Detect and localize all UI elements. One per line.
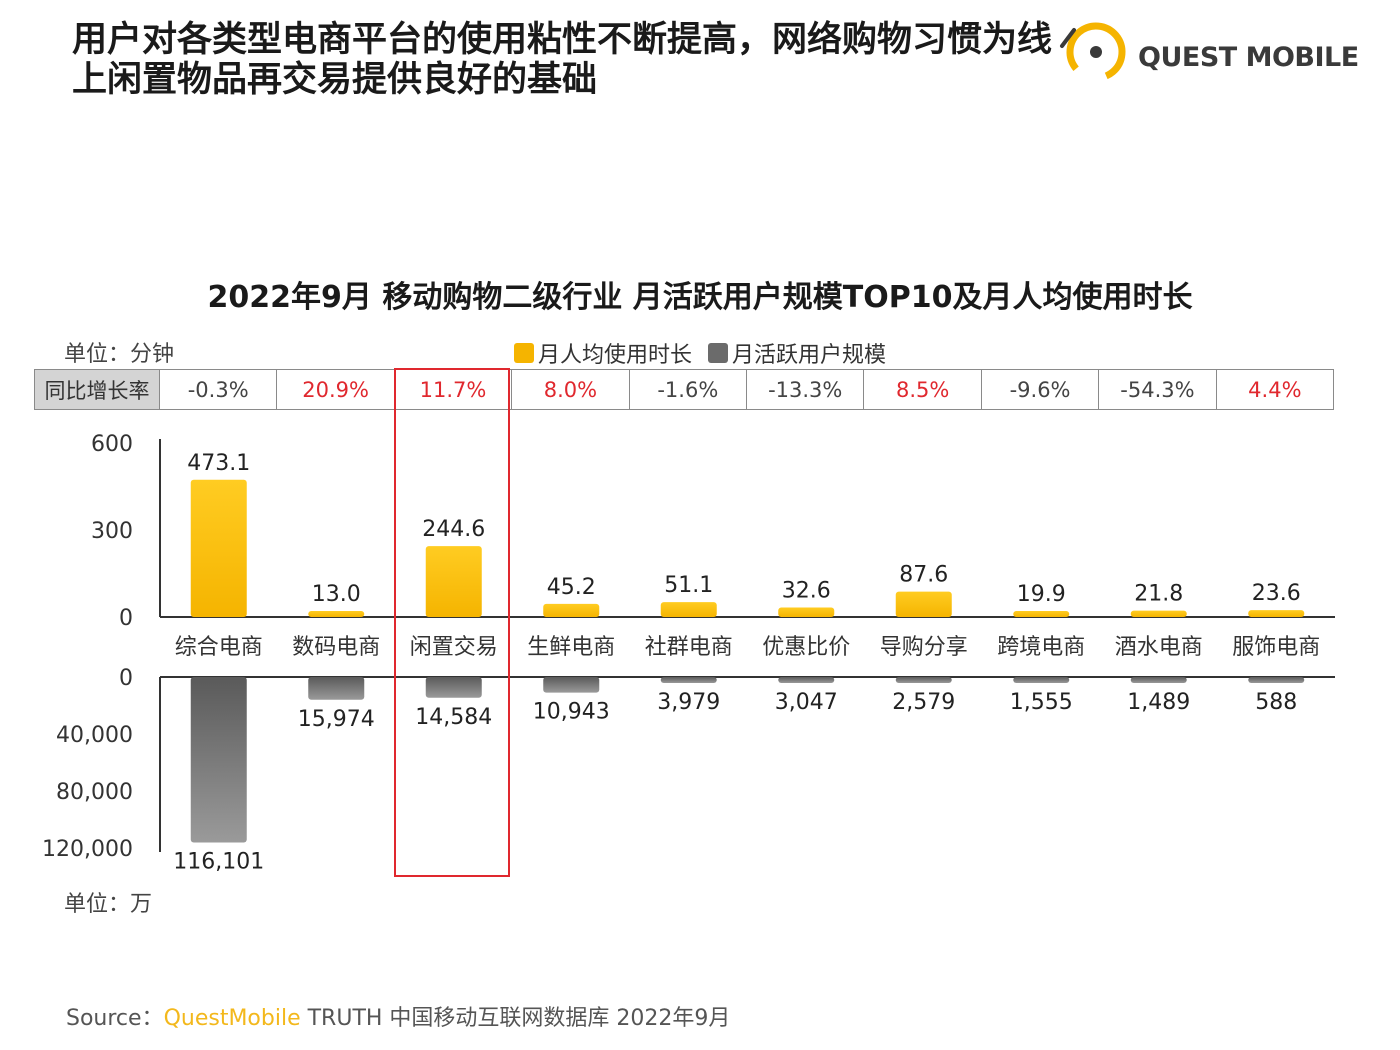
mau-bar (1013, 677, 1070, 683)
upper-tick-label: 0 (119, 606, 133, 631)
duration-value-label: 473.1 (187, 451, 250, 476)
mau-bar (308, 677, 365, 700)
duration-bar (1130, 610, 1187, 617)
legend-label-mau: 月活跃用户规模 (732, 343, 887, 368)
category-label: 生鲜电商 (527, 635, 615, 660)
yoy-cell: -1.6% (630, 370, 748, 409)
duration-bar (895, 591, 952, 617)
mau-value-label: 15,974 (298, 707, 375, 732)
duration-bar (1013, 611, 1070, 617)
yoy-cell: -13.3% (747, 370, 865, 409)
category-label: 跨境电商 (997, 635, 1085, 660)
category-label: 优惠比价 (762, 635, 850, 660)
yoy-cell: 8.5% (864, 370, 982, 409)
yoy-cell: 4.4% (1248, 377, 1302, 402)
legend-swatch-gray (708, 343, 729, 363)
lower-tick-label: 0 (119, 666, 133, 691)
yoy-cell: 8.0% (512, 370, 630, 409)
mau-value-label: 14,584 (415, 705, 492, 730)
mau-bar (895, 677, 952, 683)
category-label: 酒水电商 (1115, 635, 1203, 660)
yoy-cell: -54.3% (1099, 370, 1217, 409)
yoy-table: 同比增长率 -0.3% 20.9% 11.7% 8.0% -1.6% -13.3… (34, 369, 1334, 410)
brand-name: QUEST MOBILE (1138, 42, 1359, 73)
unit-label-minutes: 单位：分钟 (64, 342, 175, 367)
chart-title: 2022年9月 移动购物二级行业 月活跃用户规模TOP10及月人均使用时长 (207, 280, 1193, 315)
duration-bar (425, 546, 482, 617)
source-prefix: Source： (66, 1006, 164, 1031)
yoy-cell: -9.6% (982, 370, 1100, 409)
duration-value-label: 244.6 (422, 517, 485, 542)
mau-bar (1130, 677, 1187, 683)
category-label: 闲置交易 (410, 635, 498, 660)
source-rest: TRUTH 中国移动互联网数据库 2022年9月 (300, 1006, 731, 1031)
mau-value-label: 2,579 (892, 690, 955, 715)
yoy-cell: 20.9% (277, 370, 395, 409)
duration-value-label: 51.1 (664, 573, 713, 598)
questmobile-logo-icon (1060, 22, 1126, 82)
legend-item-mau: 月活跃用户规模 (708, 337, 886, 369)
mau-bar (543, 677, 600, 693)
brand-logo: QUEST MOBILE (1058, 16, 1359, 86)
mau-value-label: 1,489 (1127, 690, 1190, 715)
source-brand: QuestMobile (163, 1006, 301, 1031)
duration-value-label: 23.6 (1252, 581, 1301, 606)
category-label: 数码电商 (292, 635, 380, 660)
duration-value-label: 13.0 (312, 582, 361, 607)
chart-legend: 月人均使用时长 月活跃用户规模 (514, 337, 886, 369)
yoy-cell: 11.7% (395, 370, 513, 409)
lower-tick-label: 80,000 (56, 780, 133, 805)
mau-bar (1248, 677, 1305, 683)
duration-bar (543, 603, 600, 617)
legend-label-duration: 月人均使用时长 (538, 343, 693, 368)
duration-bar (778, 607, 835, 617)
mau-value-label: 588 (1255, 690, 1297, 715)
duration-bar (660, 602, 717, 617)
mau-value-label: 116,101 (173, 849, 264, 874)
category-label: 综合电商 (175, 635, 263, 660)
duration-value-label: 87.6 (899, 563, 948, 588)
yoy-header: 同比增长率 (35, 370, 160, 409)
category-label: 社群电商 (645, 635, 733, 660)
duration-value-label: 45.2 (547, 575, 596, 600)
unit-label-10k: 单位：万 (64, 892, 153, 917)
mau-bar (190, 677, 247, 843)
legend-item-duration: 月人均使用时长 (514, 337, 692, 369)
lower-tick-label: 120,000 (42, 837, 133, 862)
page-headline: 用户对各类型电商平台的使用粘性不断提高，网络购物习惯为线上闲置物品再交易提供良好… (72, 20, 1053, 100)
mau-bar (778, 677, 835, 683)
duration-bar (190, 479, 247, 617)
mau-bar (425, 677, 482, 698)
legend-swatch-yellow (514, 343, 534, 363)
duration-value-label: 32.6 (782, 579, 831, 604)
mau-value-label: 3,979 (657, 690, 720, 715)
mau-value-label: 10,943 (533, 700, 610, 725)
yoy-cell: -0.3% (160, 370, 278, 409)
upper-tick-label: 600 (91, 432, 133, 457)
category-label: 导购分享 (880, 635, 968, 660)
mau-bar (660, 677, 717, 683)
category-label: 服饰电商 (1232, 635, 1320, 660)
duration-bar (308, 611, 365, 617)
mau-value-label: 1,555 (1010, 690, 1073, 715)
source-note: Source：QuestMobile TRUTH 中国移动互联网数据库 2022… (66, 1000, 730, 1032)
duration-bar (1248, 610, 1305, 617)
duration-value-label: 19.9 (1017, 582, 1066, 607)
duration-value-label: 21.8 (1134, 582, 1183, 607)
upper-tick-label: 300 (91, 519, 133, 544)
lower-tick-label: 40,000 (56, 723, 133, 748)
mau-value-label: 3,047 (775, 690, 838, 715)
